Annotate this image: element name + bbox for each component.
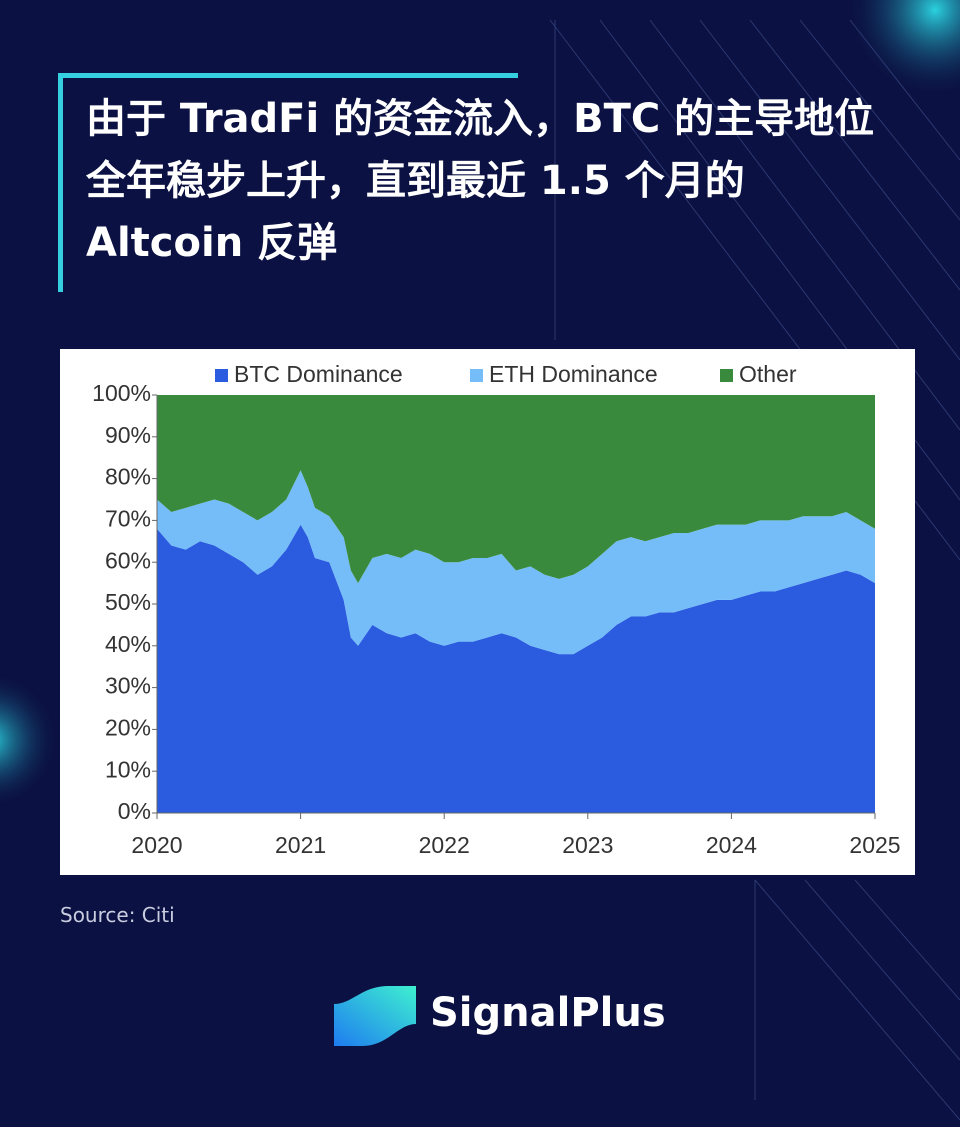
glow [0, 670, 60, 810]
chart: 0% 10% 20% 30% 40% 50% 60% 70% 80% 90% 100% 2020 202… [60, 349, 915, 875]
x-tick-label: 2025 [849, 832, 900, 858]
y-tick-label: 70% [105, 505, 151, 531]
brand: SignalPlus [430, 990, 666, 1036]
y-tick-label: 90% [105, 422, 151, 448]
y-tick-label: 60% [105, 547, 151, 573]
headline: 由于 TradFi 的资金流入，BTC 的主导地位全年稳步上升，直到最近 1.5… [86, 96, 875, 266]
x-tick-label: 2022 [419, 832, 470, 858]
area [157, 524, 875, 813]
legend-label: ETH Dominance [489, 361, 658, 387]
y-tick-label: 100% [92, 380, 151, 406]
legend-swatch [720, 369, 733, 382]
y-tick-label: 20% [105, 714, 151, 740]
legend-label: BTC Dominance [234, 361, 403, 387]
y-tick-label: 30% [105, 673, 151, 699]
x-tick-label: 2023 [562, 832, 613, 858]
x-tick-label: 2020 [131, 832, 182, 858]
logo-icon [334, 986, 416, 1046]
glow [845, 0, 960, 100]
title-accent [58, 73, 518, 78]
legend-label: Other [739, 361, 797, 387]
y-tick-label: 80% [105, 464, 151, 490]
y-tick-label: 50% [105, 589, 151, 615]
legend-swatch [470, 369, 483, 382]
y-tick-label: 40% [105, 631, 151, 657]
area [157, 470, 875, 655]
y-tick-label: 0% [118, 798, 151, 824]
title-accent [58, 73, 863, 292]
y-tick-label: 10% [105, 756, 151, 782]
x-tick-label: 2024 [706, 832, 757, 858]
legend-swatch [215, 369, 228, 382]
source: Source: Citi [60, 903, 175, 927]
area [157, 395, 875, 584]
x-tick-label: 2021 [275, 832, 326, 858]
